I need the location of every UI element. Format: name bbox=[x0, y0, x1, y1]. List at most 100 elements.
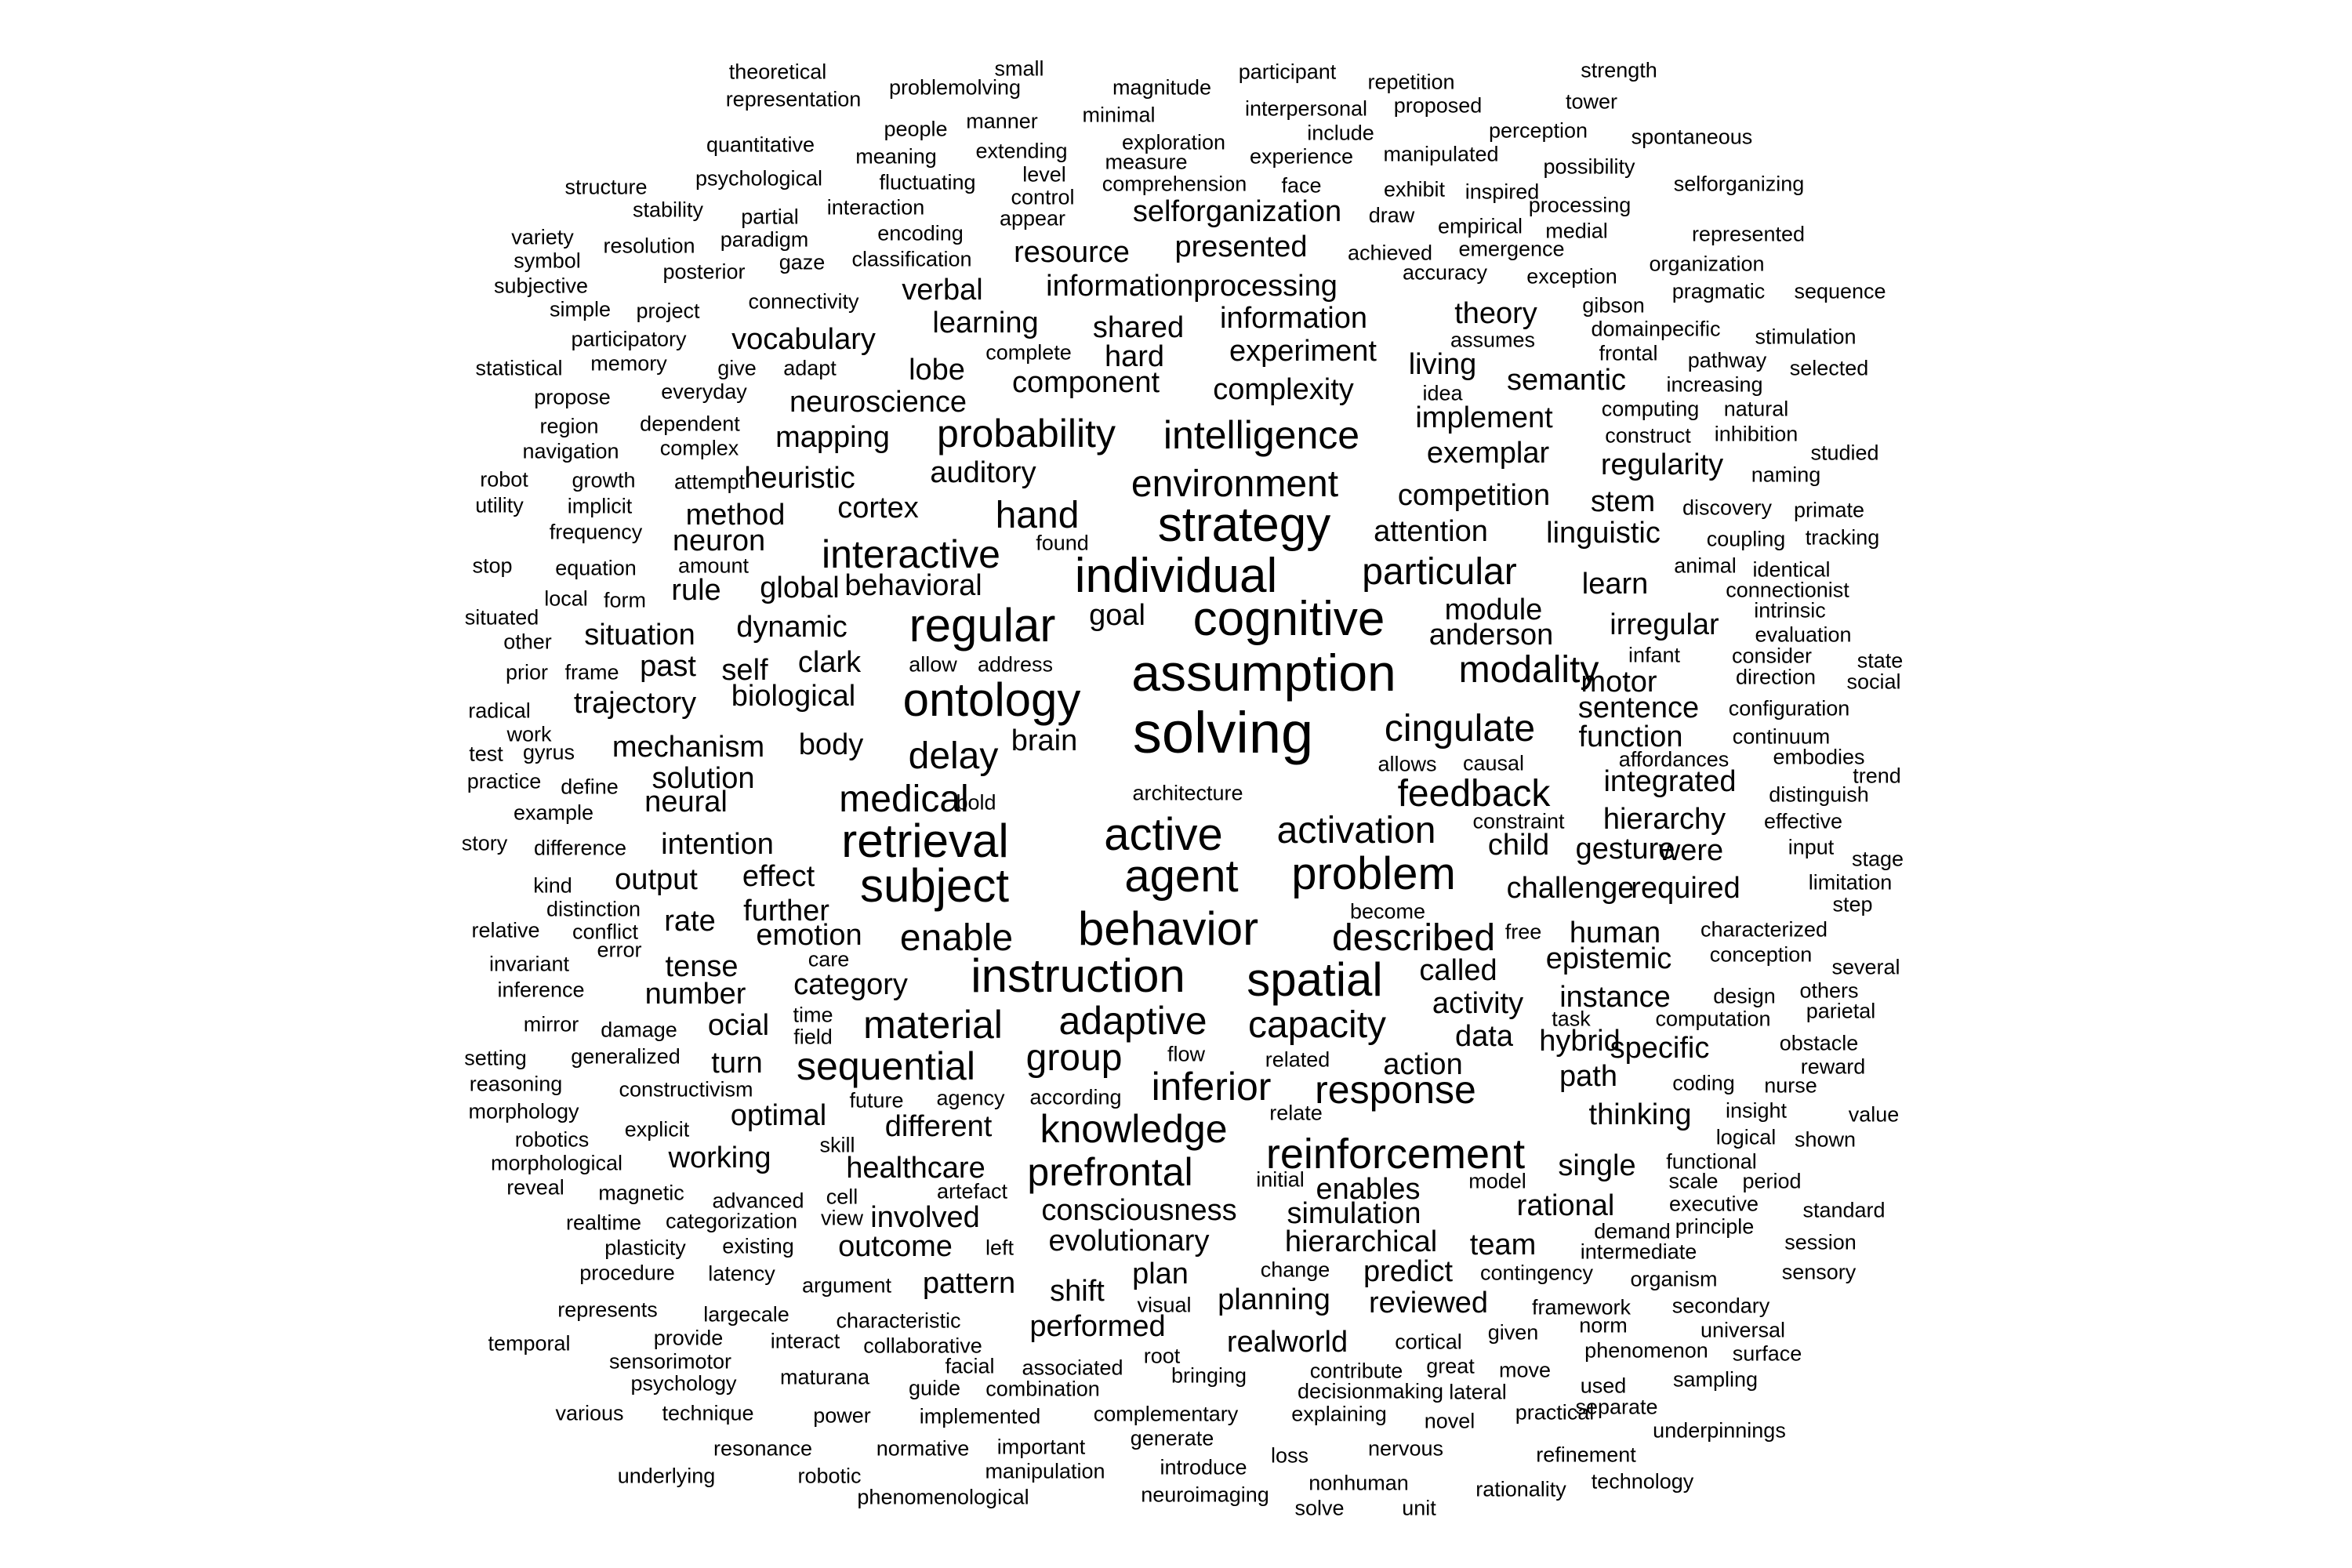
word-further: further bbox=[743, 895, 829, 927]
word-coding: coding bbox=[1672, 1071, 1735, 1095]
word-kind: kind bbox=[533, 873, 572, 898]
word-simple: simple bbox=[549, 297, 612, 321]
word-setting: setting bbox=[464, 1046, 527, 1070]
word-delay: delay bbox=[908, 735, 999, 777]
word-involved: involved bbox=[870, 1201, 980, 1234]
word-challenge: challenge bbox=[1506, 872, 1635, 905]
word-move: move bbox=[1498, 1358, 1552, 1382]
word-represented: represented bbox=[1691, 222, 1806, 246]
word-psychology: psychology bbox=[630, 1371, 737, 1396]
word-stability: stability bbox=[632, 198, 704, 222]
word-function: function bbox=[1578, 720, 1683, 753]
word-reviewed: reviewed bbox=[1368, 1287, 1489, 1319]
word-effective: effective bbox=[1763, 809, 1843, 833]
word-selforganization: selforganization bbox=[1132, 195, 1342, 228]
word-skill: skill bbox=[819, 1133, 855, 1157]
word-radical: radical bbox=[468, 699, 531, 723]
word-representation: representation bbox=[725, 87, 862, 111]
word-integrated: integrated bbox=[1603, 765, 1737, 798]
word-number: number bbox=[644, 978, 746, 1011]
word-behavior: behavior bbox=[1077, 902, 1259, 955]
word-morphology: morphology bbox=[468, 1099, 579, 1123]
word-verbal: verbal bbox=[902, 274, 983, 307]
word-inference: inference bbox=[497, 978, 585, 1002]
word-prefrontal: prefrontal bbox=[1027, 1150, 1193, 1194]
word-increasing: increasing bbox=[1666, 372, 1763, 397]
word-posterior: posterior bbox=[662, 260, 746, 284]
word-input: input bbox=[1788, 835, 1835, 859]
word-technology: technology bbox=[1591, 1469, 1694, 1494]
word-goal: goal bbox=[1089, 599, 1145, 632]
word-standard: standard bbox=[1802, 1198, 1886, 1222]
word-become: become bbox=[1349, 899, 1426, 924]
word-instance: instance bbox=[1559, 981, 1671, 1014]
word-hierarchy: hierarchy bbox=[1602, 803, 1726, 836]
word-proposed: proposed bbox=[1393, 93, 1483, 118]
word-naming: naming bbox=[1751, 463, 1821, 487]
word-category: category bbox=[793, 968, 908, 1001]
word-unit: unit bbox=[1402, 1496, 1436, 1520]
word-cingulate: cingulate bbox=[1384, 708, 1536, 750]
word-comprehension: comprehension bbox=[1102, 172, 1247, 196]
word-predict: predict bbox=[1363, 1255, 1454, 1288]
word-period: period bbox=[1742, 1169, 1802, 1193]
word-infant: infant bbox=[1628, 643, 1681, 667]
word-hierarchical: hierarchical bbox=[1284, 1225, 1438, 1258]
word-continuum: continuum bbox=[1732, 724, 1831, 749]
word-neuron: neuron bbox=[672, 524, 766, 557]
word-turn: turn bbox=[711, 1047, 763, 1080]
word-organization: organization bbox=[1649, 252, 1765, 276]
word-exhibit: exhibit bbox=[1383, 177, 1446, 201]
word-evolutionary: evolutionary bbox=[1048, 1225, 1210, 1258]
word-story: story bbox=[461, 831, 508, 855]
word-domainpecific: domainpecific bbox=[1591, 317, 1721, 341]
word-simulation: simulation bbox=[1287, 1197, 1421, 1230]
word-output: output bbox=[615, 863, 698, 896]
word-assumption: assumption bbox=[1131, 644, 1396, 702]
word-reveal: reveal bbox=[506, 1175, 564, 1200]
word-define: define bbox=[561, 775, 619, 799]
word-relative: relative bbox=[471, 918, 540, 942]
word-implement: implement bbox=[1415, 401, 1553, 434]
word-maturana: maturana bbox=[779, 1365, 870, 1389]
word-described: described bbox=[1331, 917, 1496, 959]
word-inferior: inferior bbox=[1151, 1065, 1272, 1109]
word-gibson: gibson bbox=[1582, 293, 1645, 318]
word-adaptive: adaptive bbox=[1058, 999, 1207, 1043]
word-provide: provide bbox=[653, 1326, 724, 1350]
word-stem: stem bbox=[1590, 485, 1656, 518]
word-logical: logical bbox=[1715, 1125, 1777, 1149]
word-tracking: tracking bbox=[1805, 525, 1880, 550]
word-inspired: inspired bbox=[1465, 180, 1540, 204]
word-gesture: gesture bbox=[1575, 833, 1675, 866]
word-project: project bbox=[636, 299, 700, 323]
word-advanced: advanced bbox=[712, 1189, 804, 1213]
word-modality: modality bbox=[1458, 649, 1599, 691]
word-view: view bbox=[820, 1206, 864, 1230]
word-heuristic: heuristic bbox=[744, 462, 855, 495]
word-control: control bbox=[1011, 185, 1075, 209]
word-semantic: semantic bbox=[1506, 364, 1627, 397]
word-mirror: mirror bbox=[523, 1012, 579, 1036]
word-outcome: outcome bbox=[838, 1230, 953, 1263]
word-interact: interact bbox=[770, 1329, 840, 1353]
word-stage: stage bbox=[1851, 847, 1904, 871]
word-medical: medical bbox=[839, 779, 969, 820]
word-different: different bbox=[884, 1110, 993, 1143]
word-characterized: characterized bbox=[1700, 917, 1828, 942]
word-conflict: conflict bbox=[572, 920, 639, 944]
word-lobe: lobe bbox=[909, 354, 965, 387]
word-strength: strength bbox=[1581, 58, 1657, 82]
word-global: global bbox=[760, 572, 840, 604]
word-framework: framework bbox=[1531, 1295, 1632, 1319]
word-left: left bbox=[985, 1236, 1014, 1260]
word-presented: presented bbox=[1174, 230, 1308, 263]
word-practical: practical bbox=[1515, 1400, 1595, 1425]
word-tense: tense bbox=[665, 950, 739, 983]
word-studied: studied bbox=[1810, 441, 1879, 465]
word-solve: solve bbox=[1294, 1496, 1345, 1520]
word-magnitude: magnitude bbox=[1112, 75, 1212, 100]
word-attention: attention bbox=[1374, 515, 1488, 548]
word-sampling: sampling bbox=[1672, 1367, 1759, 1392]
